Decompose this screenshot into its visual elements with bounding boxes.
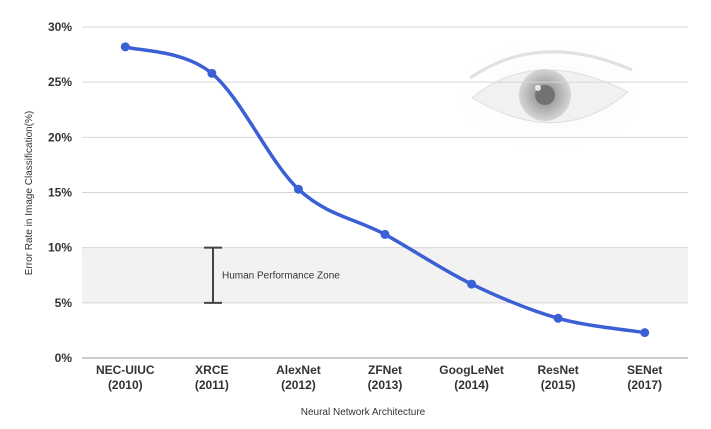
data-point xyxy=(120,42,130,52)
human-zone-label: Human Performance Zone xyxy=(222,270,340,281)
x-tick-label: SENet xyxy=(627,363,662,377)
x-tick-year: (2015) xyxy=(541,378,576,392)
x-tick-year: (2017) xyxy=(627,378,662,392)
y-tick-label: 5% xyxy=(55,296,73,310)
y-tick-label: 15% xyxy=(48,186,72,200)
data-point xyxy=(380,229,390,239)
data-point xyxy=(207,68,217,78)
x-tick-label: NEC-UIUC xyxy=(96,363,155,377)
x-tick-year: (2014) xyxy=(454,378,489,392)
plot-area: 0% 5% 10% 15% 20% 25% 30% Human Performance Zon… xyxy=(48,20,688,392)
x-axis-title: Neural Network Architecture xyxy=(301,407,426,418)
x-tick-label: ZFNet xyxy=(368,363,402,377)
data-point xyxy=(293,184,303,194)
x-tick-year: (2012) xyxy=(281,378,316,392)
eye-illustration xyxy=(460,40,640,150)
human-zone-band xyxy=(82,247,688,303)
data-point xyxy=(467,279,477,289)
x-tick-label: GoogLeNet xyxy=(439,363,504,377)
y-axis-title: Error Rate in Image Classification(%) xyxy=(24,111,35,276)
x-tick-year: (2010) xyxy=(108,378,143,392)
y-tick-label: 25% xyxy=(48,75,72,89)
y-tick-label: 30% xyxy=(48,20,72,34)
x-tick-label: AlexNet xyxy=(276,363,321,377)
x-tick-year: (2013) xyxy=(368,378,403,392)
data-point xyxy=(640,328,650,338)
y-tick-label: 10% xyxy=(48,241,72,255)
x-tick-label: ResNet xyxy=(537,363,578,377)
x-tick-label: XRCE xyxy=(195,363,228,377)
y-tick-label: 0% xyxy=(55,351,73,365)
y-tick-label: 20% xyxy=(48,130,72,144)
data-point xyxy=(553,313,563,323)
x-tick-year: (2011) xyxy=(195,378,229,392)
